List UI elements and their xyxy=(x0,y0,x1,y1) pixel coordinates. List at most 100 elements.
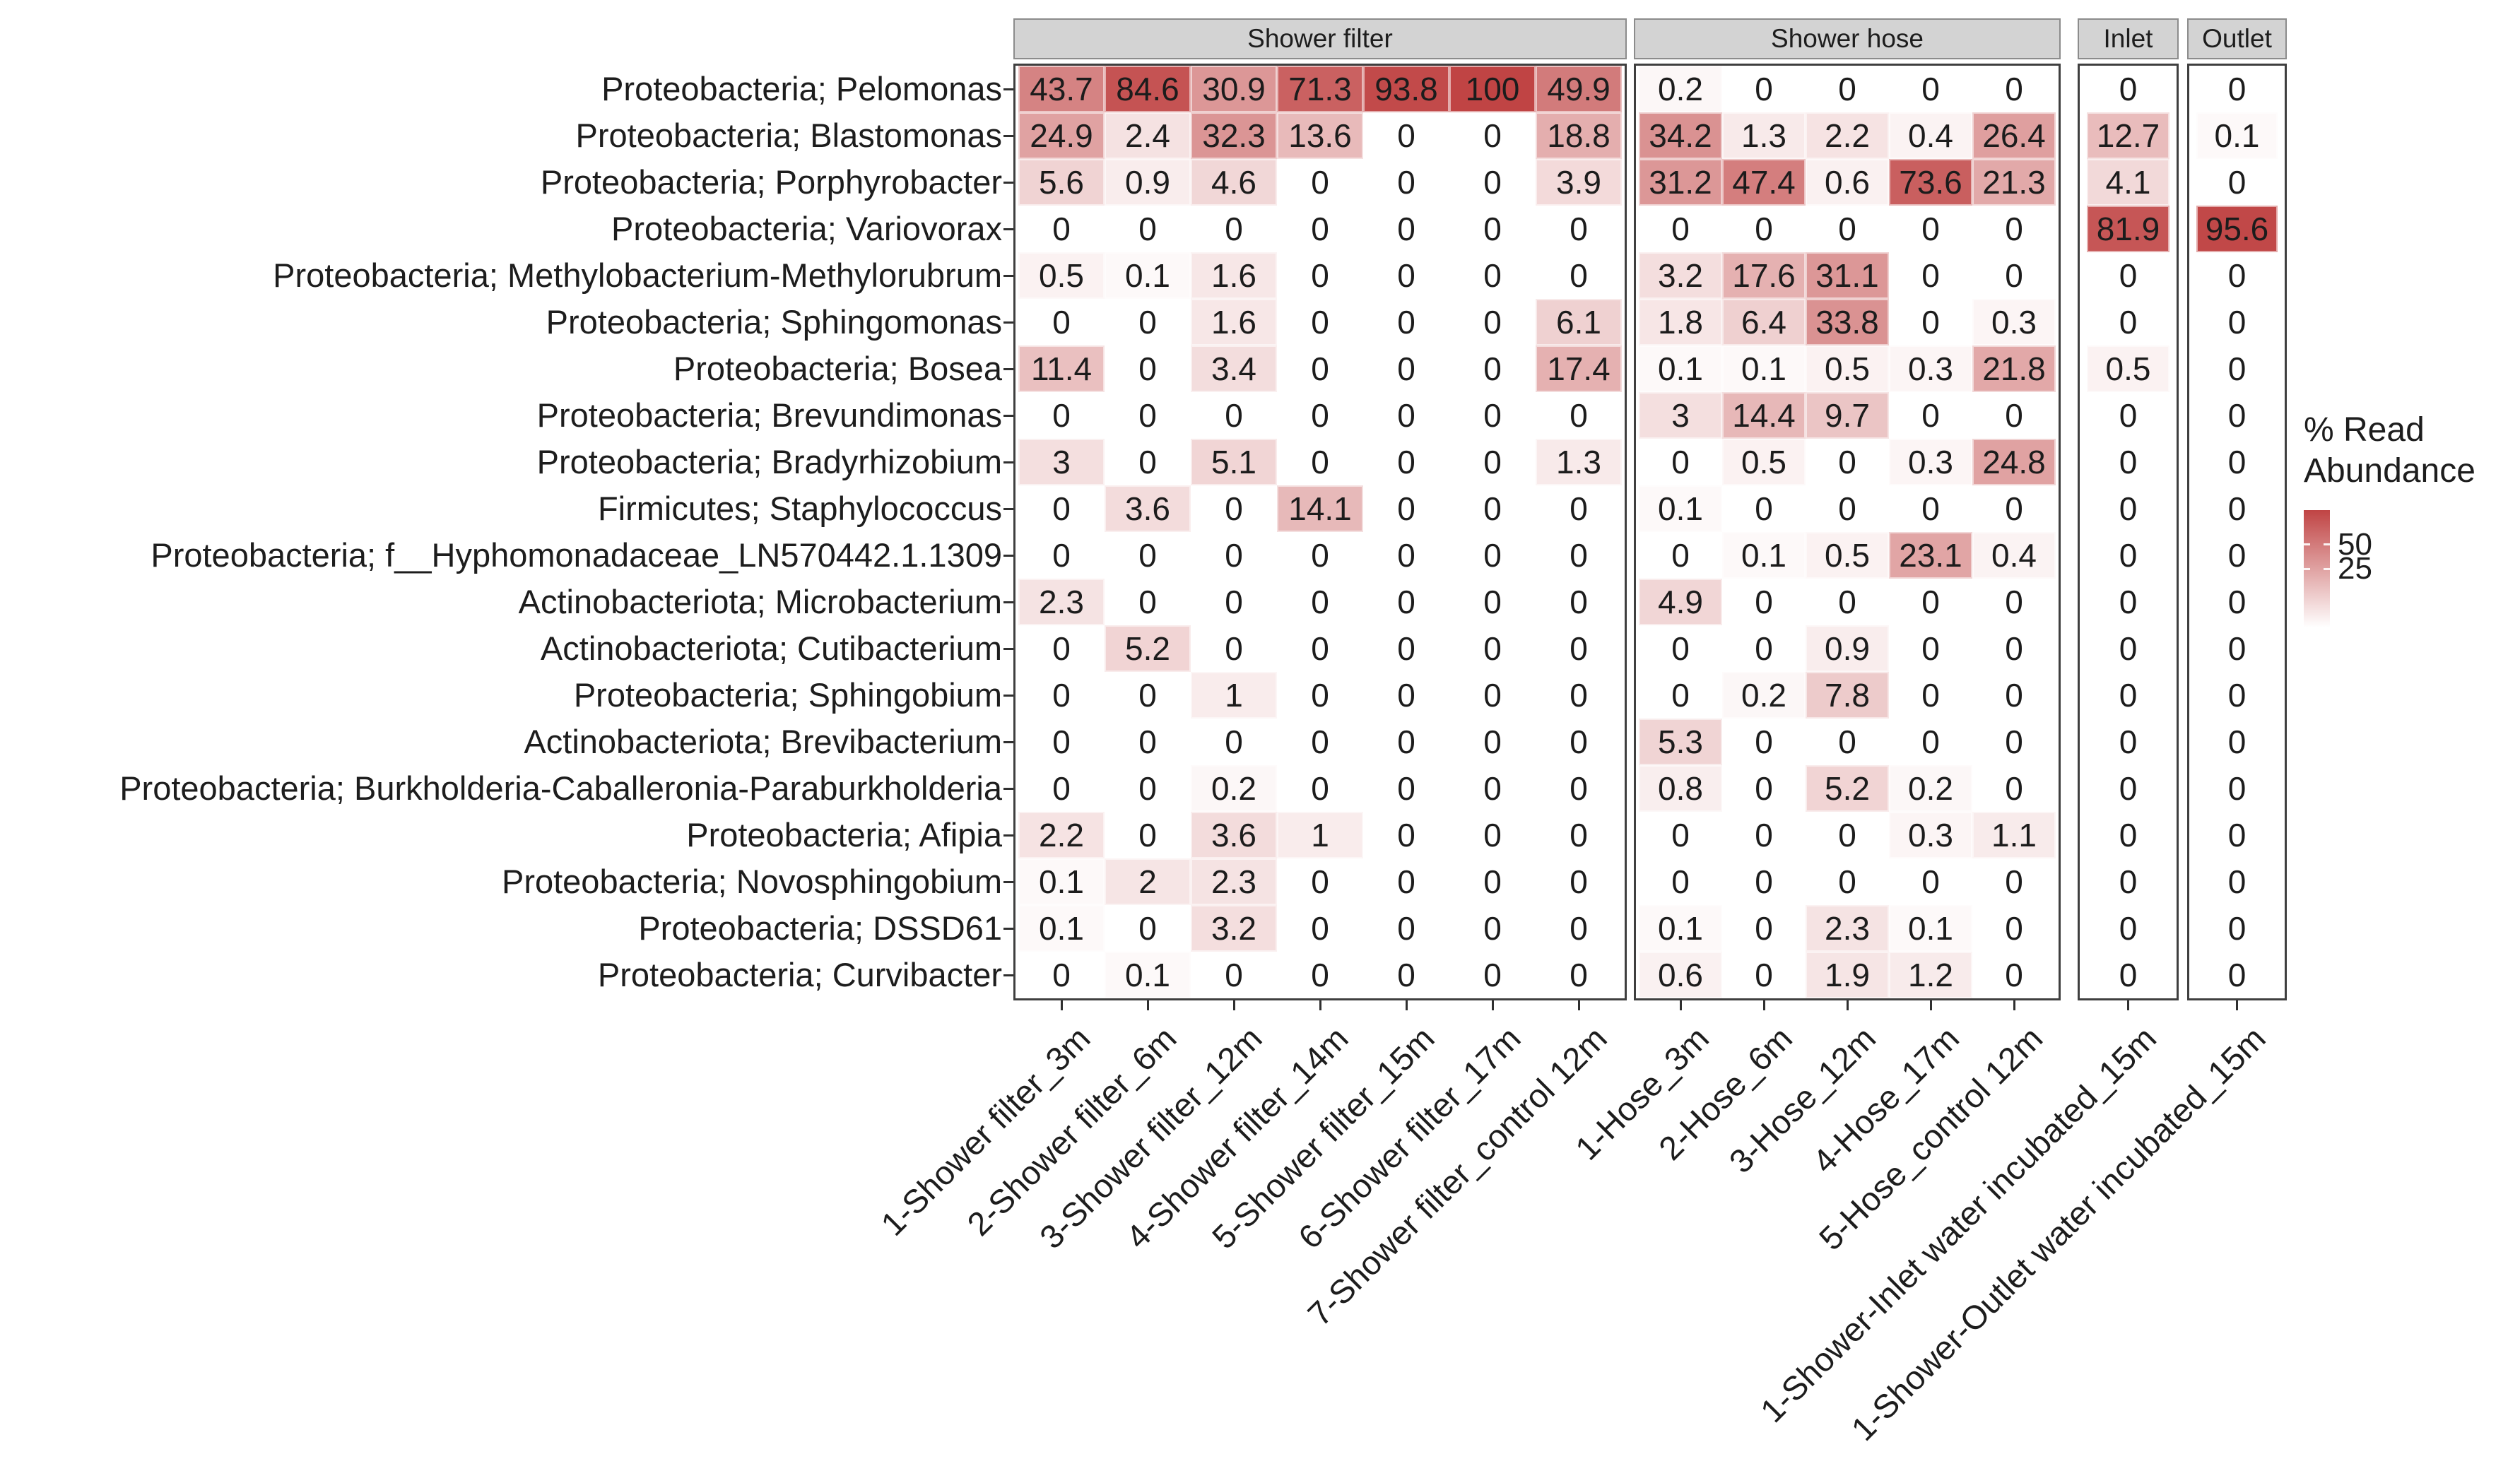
heatmap-cell: 0 xyxy=(1363,112,1449,159)
heatmap-cell: 0 xyxy=(2087,579,2169,625)
x-axis-tick xyxy=(1491,1000,1494,1010)
heatmap-cell: 81.9 xyxy=(2087,206,2169,252)
heatmap-cell: 0 xyxy=(1972,719,2056,765)
legend-bar-tick xyxy=(2304,543,2310,546)
heatmap-cell: 0 xyxy=(1536,765,1622,812)
heatmap-cell: 0 xyxy=(1449,625,1536,672)
heatmap-cell: 0 xyxy=(2196,672,2278,719)
heatmap-cell: 6.1 xyxy=(1536,299,1622,345)
heatmap-cell: 0 xyxy=(1105,345,1191,392)
heatmap-cell: 0 xyxy=(1536,392,1622,439)
row-label: Actinobacteriota; Cutibacterium xyxy=(540,630,1002,667)
row-label: Proteobacteria; Porphyrobacter xyxy=(540,163,1002,201)
heatmap-cell: 0 xyxy=(1277,579,1363,625)
heatmap-cell: 0 xyxy=(1277,905,1363,952)
y-axis-tick xyxy=(1003,367,1013,370)
heatmap-cell: 0 xyxy=(2196,345,2278,392)
heatmap-cell: 0 xyxy=(1889,206,1972,252)
heatmap-cell: 0 xyxy=(1806,579,1889,625)
facet-panel: 43.7 84.6 30.9 71.3 93.8 100 49.9 24.9 2.4 32.3 13… xyxy=(1013,64,1627,1000)
heatmap-cell: 0 xyxy=(1018,765,1105,812)
heatmap-cell: 0 xyxy=(1363,858,1449,905)
heatmap-cell: 0 xyxy=(1277,439,1363,485)
legend-bar-tick xyxy=(2324,567,2330,570)
heatmap-cell: 0 xyxy=(1639,625,1722,672)
heatmap-cell: 6.4 xyxy=(1722,299,1806,345)
heatmap-cell: 1.1 xyxy=(1972,812,2056,858)
heatmap-cell: 43.7 xyxy=(1018,66,1105,112)
heatmap-cell: 11.4 xyxy=(1018,345,1105,392)
heatmap-cell: 0 xyxy=(1277,345,1363,392)
legend-tick-label-50: 50 xyxy=(2338,526,2372,562)
heatmap-cell: 0 xyxy=(2087,439,2169,485)
heatmap-cell: 2.4 xyxy=(1105,112,1191,159)
heatmap-cell: 0 xyxy=(1363,532,1449,579)
row-label: Proteobacteria; Bosea xyxy=(673,350,1002,387)
heatmap-cell: 1.3 xyxy=(1722,112,1806,159)
row-label: Actinobacteriota; Microbacterium xyxy=(518,583,1002,620)
heatmap-cell: 0 xyxy=(2196,485,2278,532)
heatmap-cell: 73.6 xyxy=(1889,159,1972,206)
heatmap-cell: 0 xyxy=(2087,532,2169,579)
heatmap-cell: 0 xyxy=(2196,812,2278,858)
heatmap-cell: 0 xyxy=(2196,532,2278,579)
heatmap-cell: 0 xyxy=(1277,159,1363,206)
heatmap-cell: 0 xyxy=(1018,532,1105,579)
heatmap-cell: 0 xyxy=(1449,252,1536,299)
heatmap-cell: 0.5 xyxy=(1722,439,1806,485)
legend-title-line1: % Read xyxy=(2304,411,2425,449)
heatmap-cell: 0 xyxy=(2087,392,2169,439)
x-axis-tick xyxy=(1577,1000,1580,1010)
y-axis-tick xyxy=(1003,647,1013,650)
heatmap-cell: 0 xyxy=(1018,206,1105,252)
heatmap-cell: 0.4 xyxy=(1889,112,1972,159)
heatmap-cell: 0 xyxy=(2196,765,2278,812)
heatmap-cell: 0 xyxy=(1363,952,1449,998)
heatmap-cell: 13.6 xyxy=(1277,112,1363,159)
heatmap-cell: 0 xyxy=(1191,392,1277,439)
x-axis-tick xyxy=(1060,1000,1063,1010)
heatmap-cell: 0 xyxy=(1536,579,1622,625)
heatmap-cell: 0.1 xyxy=(1639,345,1722,392)
facet-panel: 0.2 0 0 0 0 34.2 1.3 2.2 0.4 26.4 31.2 47.4 0.6 73.6 2… xyxy=(1634,64,2061,1000)
heatmap-cell: 0.2 xyxy=(1639,66,1722,112)
row-label: Proteobacteria; Variovorax xyxy=(611,210,1002,247)
heatmap-cell: 1.6 xyxy=(1191,252,1277,299)
heatmap-cell: 7.8 xyxy=(1806,672,1889,719)
heatmap-cell: 0.1 xyxy=(1639,485,1722,532)
heatmap-cell: 0 xyxy=(1639,812,1722,858)
heatmap-cell: 0 xyxy=(1536,485,1622,532)
heatmap-cell: 0 xyxy=(1018,719,1105,765)
heatmap-cell: 2.3 xyxy=(1191,858,1277,905)
heatmap-cell: 0 xyxy=(2087,719,2169,765)
facet-strip: Shower hose xyxy=(1634,18,2061,59)
heatmap-cell: 0 xyxy=(1972,206,2056,252)
heatmap-cell: 3.4 xyxy=(1191,345,1277,392)
heatmap-cell: 0 xyxy=(1363,765,1449,812)
heatmap-cell: 0 xyxy=(1018,299,1105,345)
heatmap-cell: 1.2 xyxy=(1889,952,1972,998)
heatmap-cell: 0 xyxy=(2087,625,2169,672)
heatmap-cell: 0 xyxy=(1277,719,1363,765)
heatmap-cell: 17.4 xyxy=(1536,345,1622,392)
heatmap-cell: 0 xyxy=(1363,625,1449,672)
heatmap-cell: 0 xyxy=(1363,579,1449,625)
heatmap-cell: 0 xyxy=(1105,532,1191,579)
heatmap-cell: 0 xyxy=(1889,392,1972,439)
row-label: Proteobacteria; Sphingomonas xyxy=(546,303,1002,341)
legend-bar-tick xyxy=(2304,567,2310,570)
y-axis-tick xyxy=(1003,834,1013,837)
heatmap-cell: 0 xyxy=(1105,206,1191,252)
heatmap-cell: 0 xyxy=(2087,485,2169,532)
heatmap-cell: 95.6 xyxy=(2196,206,2278,252)
y-axis-tick xyxy=(1003,181,1013,184)
heatmap-cell: 0 xyxy=(1972,252,2056,299)
heatmap-cell: 49.9 xyxy=(1536,66,1622,112)
heatmap-cell: 0 xyxy=(1105,765,1191,812)
row-label: Proteobacteria; Brevundimonas xyxy=(536,396,1002,434)
heatmap-cell: 0 xyxy=(1806,206,1889,252)
legend-bar-tick xyxy=(2324,543,2330,546)
heatmap-cell: 0 xyxy=(1889,858,1972,905)
legend-gradient-bar xyxy=(2304,510,2330,627)
facet-strip-label: Shower hose xyxy=(1771,24,1924,53)
